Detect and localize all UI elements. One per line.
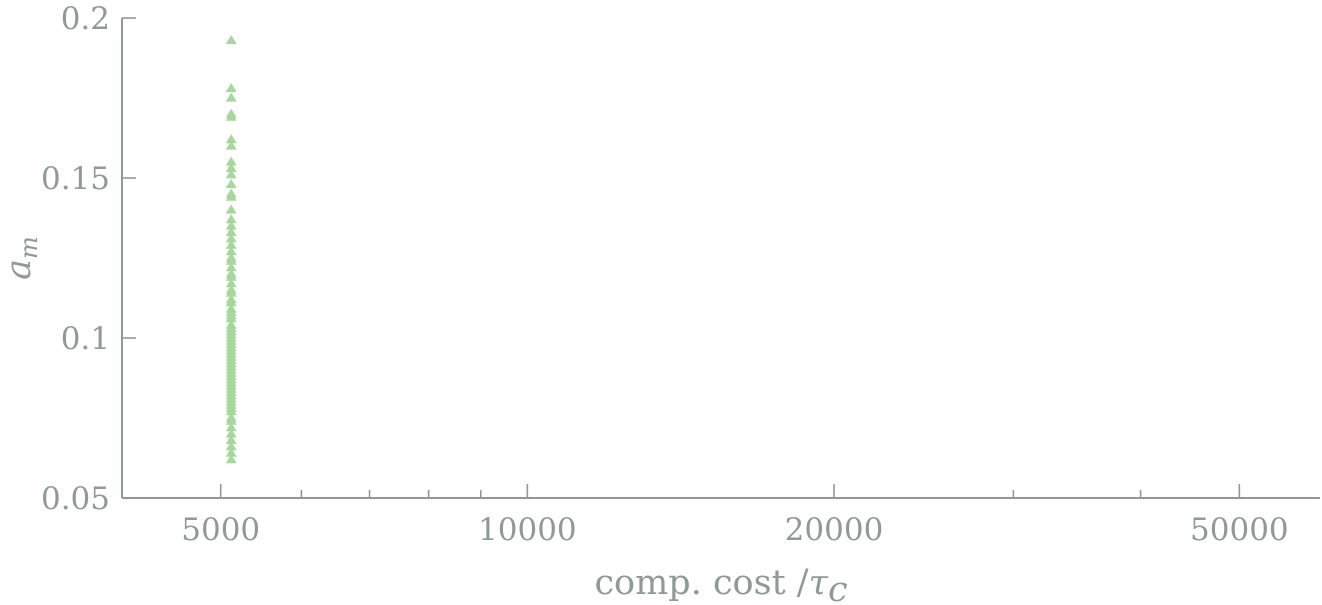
data-point — [225, 262, 237, 272]
data-point — [225, 163, 237, 172]
data-point — [225, 156, 237, 166]
x-tick-label: 5000 — [181, 512, 260, 548]
data-point — [225, 191, 237, 201]
data-point — [225, 111, 237, 121]
x-tick-label: 10000 — [478, 512, 577, 548]
x-axis-label: comp. cost /τc — [594, 563, 847, 605]
data-point — [225, 271, 237, 281]
data-point — [225, 134, 237, 144]
data-point — [225, 169, 237, 179]
data-point — [225, 278, 237, 288]
data-point — [225, 406, 237, 416]
x-axis-label-symbol: τ — [809, 563, 829, 603]
data-points — [225, 35, 237, 464]
data-point — [225, 422, 237, 432]
x-tick-label: 50000 — [1190, 512, 1289, 548]
y-axis-label-symbol: a — [0, 259, 39, 280]
data-point — [225, 92, 237, 102]
data-point — [225, 246, 237, 256]
data-point — [225, 297, 237, 307]
data-point — [225, 220, 237, 230]
data-point — [225, 239, 237, 249]
x-ticks: 5000 10000 20000 50000 — [181, 484, 1289, 548]
data-point — [225, 140, 237, 150]
x-axis-label-subscript: c — [828, 570, 848, 605]
data-point — [225, 287, 237, 297]
y-tick-label: 0.2 — [61, 1, 110, 37]
y-tick-label: 0.1 — [61, 321, 110, 357]
y-ticks: 0.05 0.1 0.15 0.2 — [41, 1, 136, 517]
data-point — [225, 214, 237, 224]
x-tick-label: 20000 — [785, 512, 884, 548]
x-axis-label-main: comp. cost / — [594, 563, 808, 603]
data-point — [225, 35, 237, 44]
data-point — [225, 454, 237, 464]
data-point — [225, 415, 237, 425]
data-point — [225, 179, 237, 188]
data-point — [225, 83, 237, 92]
y-axis-label: am — [0, 236, 43, 280]
data-point — [225, 441, 237, 451]
data-point — [225, 313, 237, 323]
data-point — [225, 204, 237, 214]
y-axis-label-subscript: m — [15, 236, 43, 259]
data-point — [225, 233, 237, 243]
axes — [121, 18, 1320, 499]
y-tick-label: 0.15 — [41, 161, 110, 197]
data-point — [225, 227, 237, 236]
data-point — [225, 447, 237, 457]
data-point — [225, 428, 237, 438]
data-point — [225, 255, 237, 265]
data-point — [225, 435, 237, 444]
y-tick-label: 0.05 — [41, 481, 110, 517]
